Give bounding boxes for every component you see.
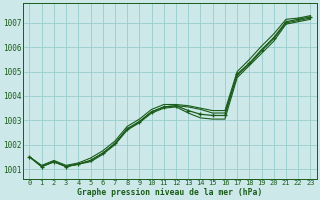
- X-axis label: Graphe pression niveau de la mer (hPa): Graphe pression niveau de la mer (hPa): [77, 188, 263, 197]
